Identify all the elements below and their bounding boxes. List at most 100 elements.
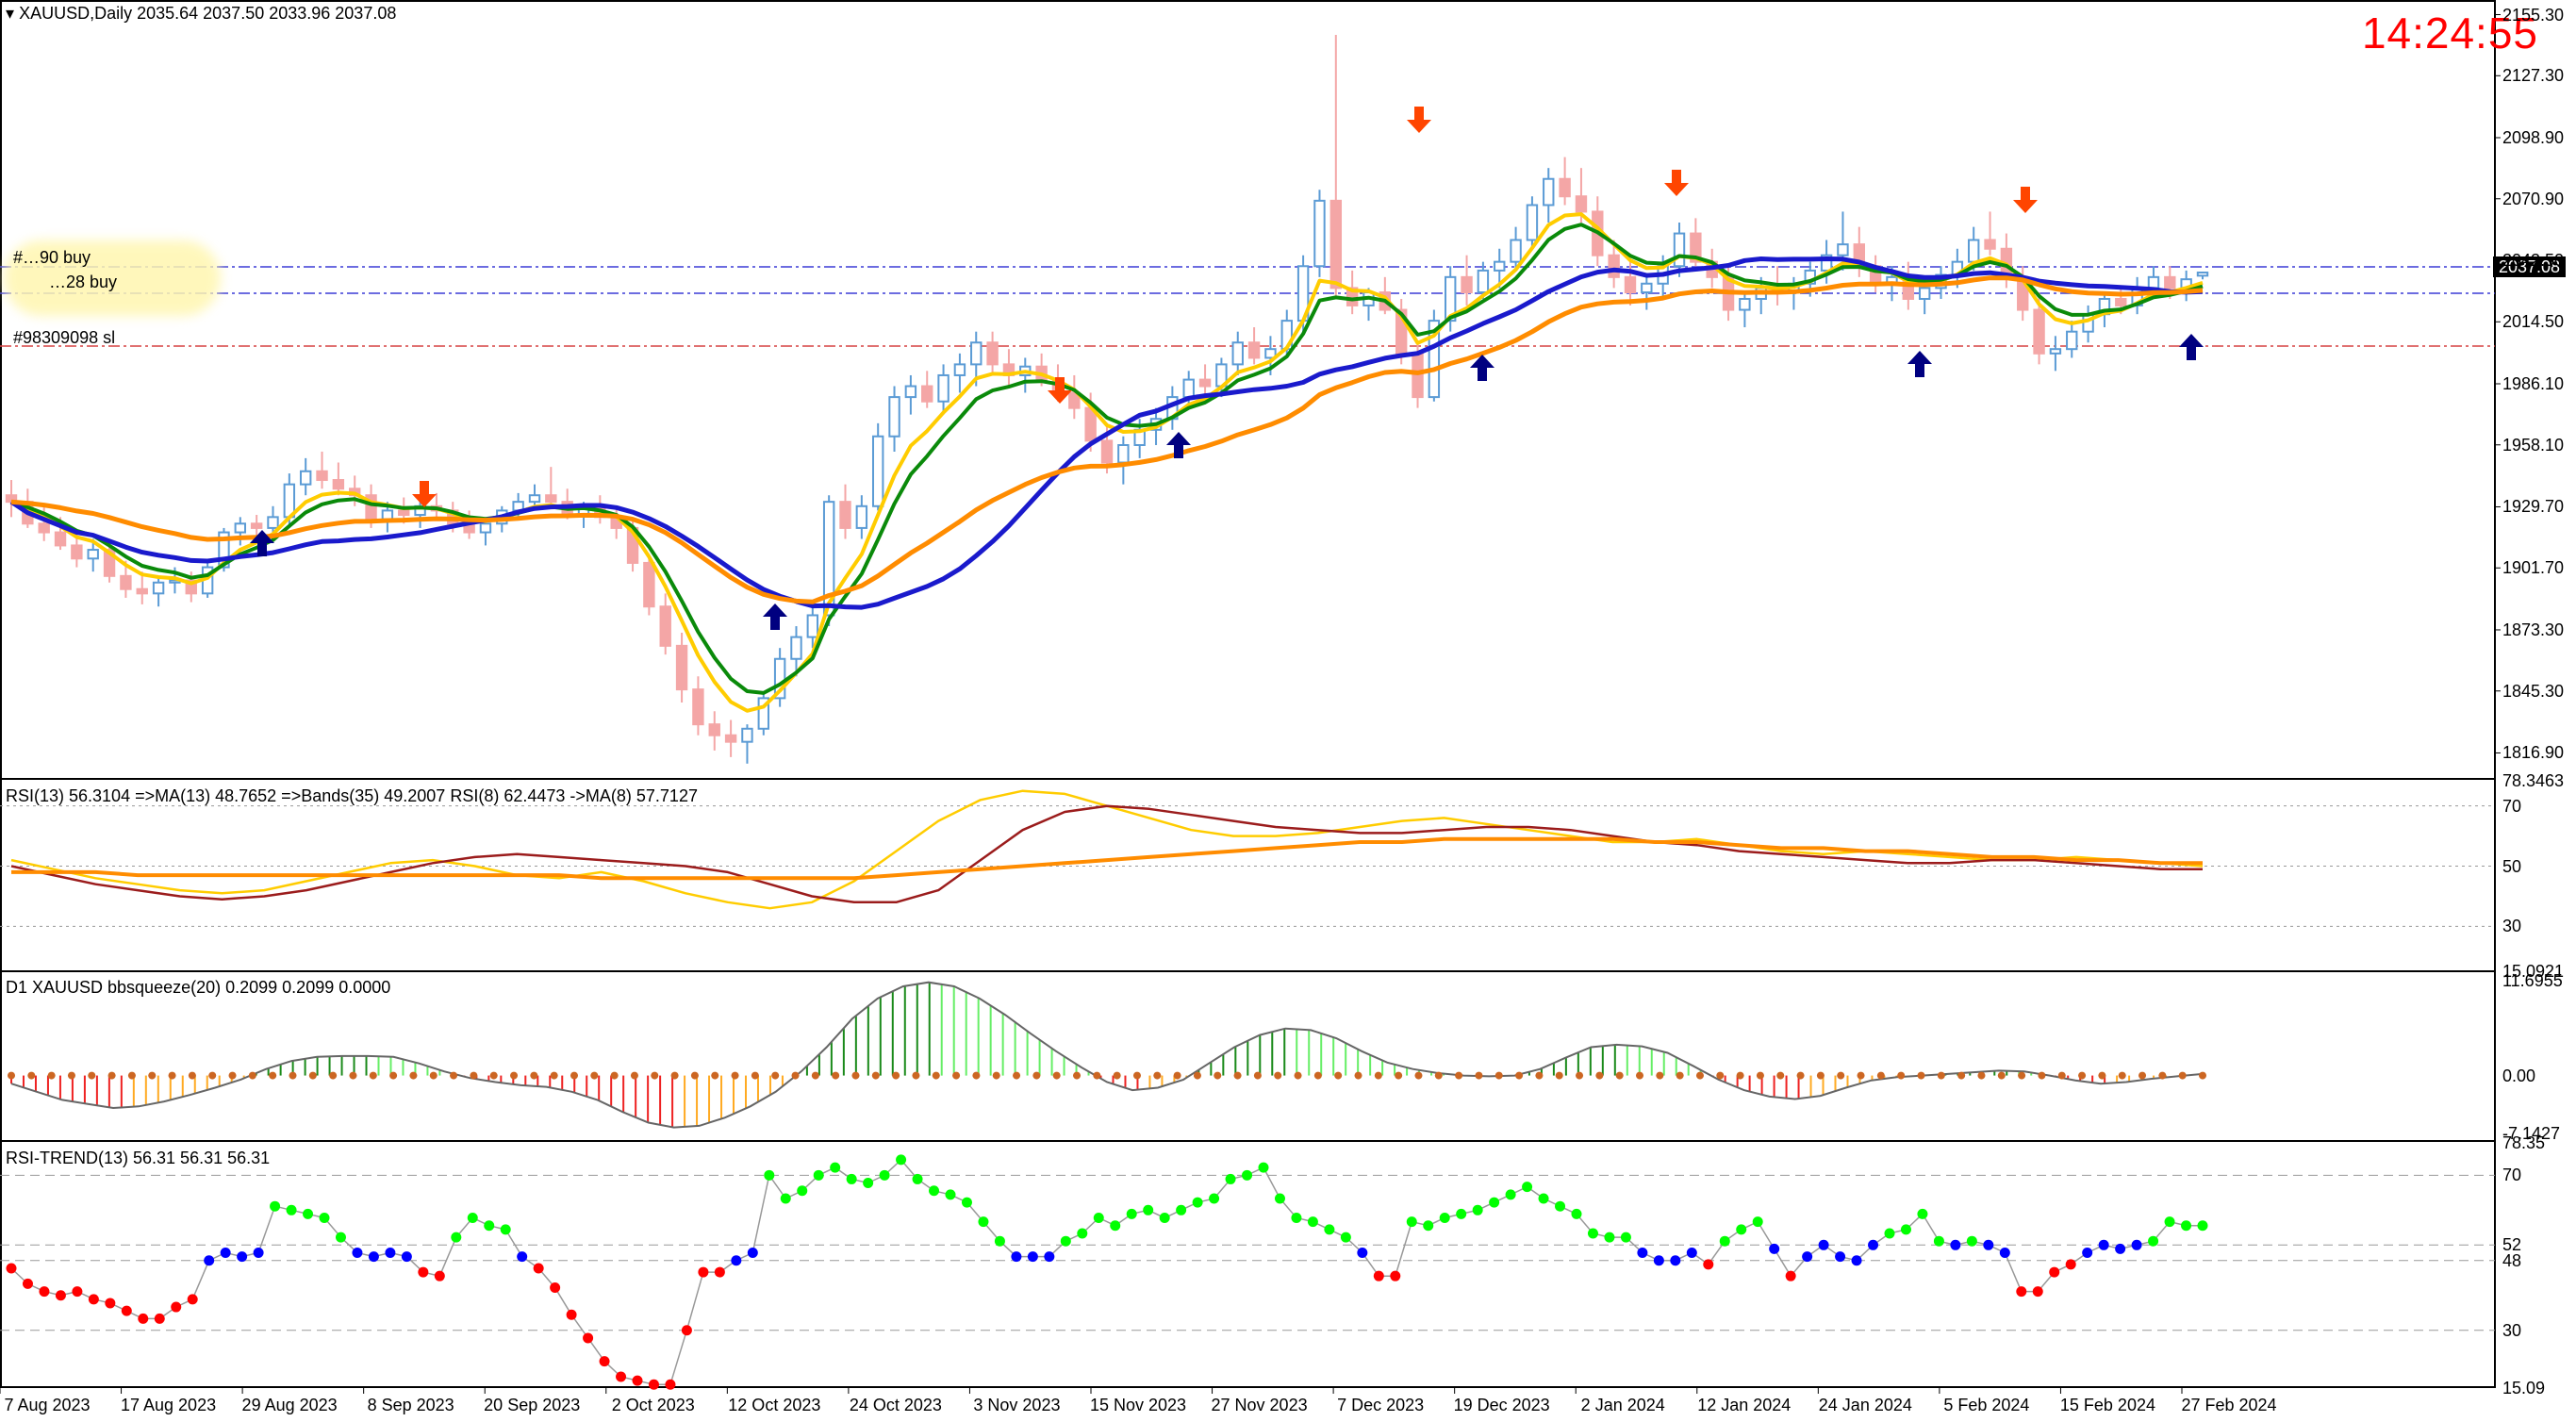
candle-body bbox=[1100, 439, 1114, 464]
trend-dot bbox=[1110, 1220, 1121, 1232]
candle-body bbox=[1247, 341, 1261, 359]
trend-dot bbox=[2098, 1239, 2109, 1250]
squeeze-dot bbox=[670, 1071, 679, 1080]
trend-dot bbox=[1192, 1197, 1203, 1208]
candle-body bbox=[71, 544, 83, 560]
trend-dot bbox=[583, 1332, 594, 1344]
trend-dot bbox=[55, 1290, 66, 1301]
candle bbox=[643, 554, 655, 616]
squeeze-dot bbox=[1576, 1071, 1584, 1080]
trend-dot bbox=[204, 1255, 215, 1266]
squeeze-dot bbox=[791, 1071, 800, 1080]
squeeze-dot bbox=[168, 1071, 176, 1080]
squeeze-dot bbox=[811, 1071, 819, 1080]
trend-dot bbox=[1373, 1270, 1384, 1281]
candle-body bbox=[2066, 330, 2078, 351]
squeeze-dot bbox=[1796, 1071, 1805, 1080]
candle-body bbox=[185, 579, 197, 595]
candle bbox=[953, 353, 966, 393]
squeeze-dot bbox=[1656, 1071, 1664, 1080]
squeeze-dot bbox=[27, 1071, 36, 1080]
trend-dot bbox=[2082, 1248, 2093, 1259]
squeeze-dot bbox=[228, 1071, 237, 1080]
candle-body bbox=[87, 549, 99, 560]
squeeze-dot bbox=[1716, 1071, 1725, 1080]
candle bbox=[2082, 305, 2094, 343]
trend-dot bbox=[813, 1169, 824, 1181]
candle-body bbox=[741, 727, 753, 743]
trend-dot bbox=[220, 1248, 231, 1259]
candle-body bbox=[2164, 275, 2176, 289]
squeeze-dot bbox=[248, 1071, 256, 1080]
trend-dot bbox=[2049, 1266, 2060, 1278]
trend-dot bbox=[1060, 1235, 1071, 1247]
squeeze-dot bbox=[1917, 1071, 1925, 1080]
trend-line bbox=[10, 1158, 2203, 1386]
squeeze-dot bbox=[1374, 1071, 1382, 1080]
squeeze-dot bbox=[1414, 1071, 1423, 1080]
squeeze-dot bbox=[2158, 1071, 2167, 1080]
candle-body bbox=[1739, 297, 1751, 311]
candle bbox=[1247, 327, 1261, 365]
candle-body bbox=[1346, 287, 1359, 306]
candle-body bbox=[921, 385, 933, 403]
trend-dot bbox=[1736, 1224, 1747, 1235]
squeeze-dot bbox=[148, 1071, 157, 1080]
candle bbox=[871, 422, 884, 511]
candle bbox=[806, 604, 819, 649]
squeeze-dot bbox=[590, 1071, 599, 1080]
trend-dot bbox=[467, 1213, 478, 1224]
trend-dot bbox=[1637, 1248, 1648, 1259]
trend-dot bbox=[121, 1305, 132, 1316]
squeeze-dot bbox=[409, 1071, 418, 1080]
squeeze-dot bbox=[711, 1071, 719, 1080]
squeeze-dot bbox=[2098, 1071, 2106, 1080]
squeeze-dot bbox=[1837, 1071, 1845, 1080]
candle bbox=[708, 711, 720, 751]
candle-body bbox=[218, 531, 230, 569]
candle-body bbox=[1329, 199, 1343, 289]
squeeze-dot bbox=[1153, 1071, 1162, 1080]
candle-body bbox=[299, 470, 312, 486]
candle bbox=[610, 505, 622, 539]
candle-body bbox=[38, 522, 50, 534]
squeeze-dot bbox=[972, 1071, 981, 1080]
blurred-order-labels bbox=[4, 240, 221, 316]
candle-body bbox=[1837, 243, 1849, 256]
order-lines[interactable] bbox=[0, 266, 2495, 347]
squeeze-dot bbox=[107, 1071, 116, 1080]
trend-dot bbox=[1390, 1270, 1401, 1281]
squeeze-dot bbox=[1313, 1071, 1322, 1080]
candle bbox=[1428, 309, 1441, 402]
squeeze-dot bbox=[1073, 1071, 1082, 1080]
squeeze-dot bbox=[1736, 1071, 1744, 1080]
trend-dot bbox=[500, 1224, 511, 1235]
candle-body bbox=[2049, 348, 2062, 355]
squeeze-dot bbox=[369, 1071, 377, 1080]
candle bbox=[5, 480, 18, 518]
candle bbox=[675, 632, 688, 703]
trend-dot bbox=[1505, 1189, 1516, 1200]
candle bbox=[741, 724, 753, 764]
squeeze-dot bbox=[1776, 1071, 1785, 1080]
trend-dot bbox=[303, 1208, 314, 1219]
squeeze-dot bbox=[992, 1071, 1000, 1080]
candle bbox=[1673, 223, 1686, 277]
candle-body bbox=[1477, 269, 1490, 294]
squeeze-dot bbox=[47, 1071, 56, 1080]
squeeze-dot bbox=[1233, 1071, 1242, 1080]
candle bbox=[545, 467, 557, 506]
squeeze-dot bbox=[269, 1071, 277, 1080]
candle-body bbox=[5, 494, 18, 504]
candle bbox=[2066, 321, 2078, 358]
rsi-trend-dots bbox=[0, 1154, 2495, 1390]
trend-dot bbox=[451, 1232, 462, 1243]
squeeze-dot bbox=[67, 1071, 75, 1080]
candle-body bbox=[103, 549, 116, 577]
candle-body bbox=[1231, 341, 1244, 366]
squeeze-dot bbox=[127, 1071, 136, 1080]
squeeze-dot bbox=[308, 1071, 317, 1080]
trend-dot bbox=[550, 1282, 561, 1294]
squeeze-dot bbox=[892, 1071, 900, 1080]
